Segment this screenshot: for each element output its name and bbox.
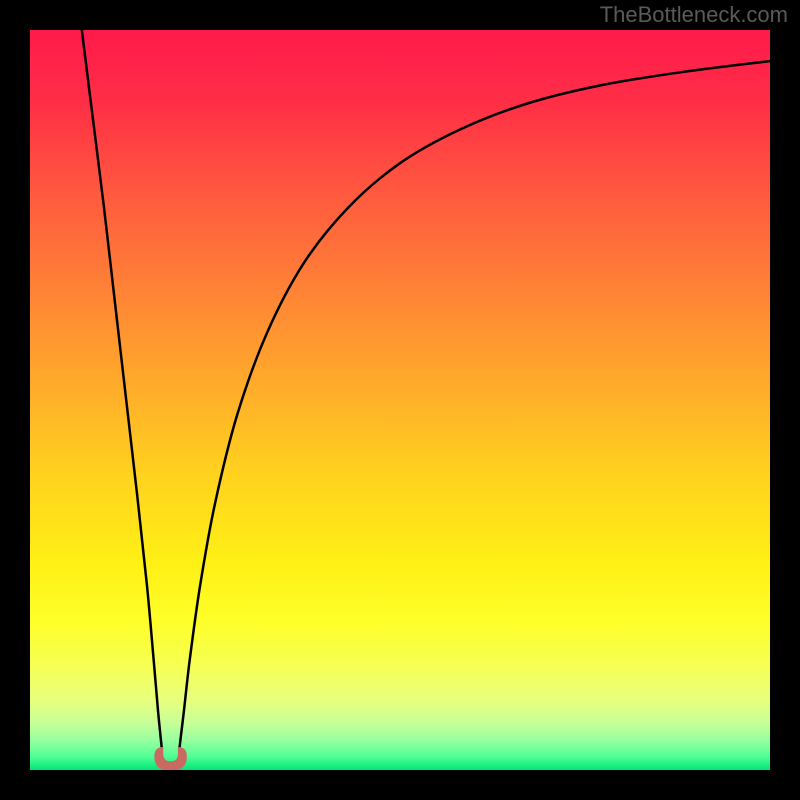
watermark-text: TheBottleneck.com	[600, 2, 788, 28]
chart-background-gradient	[30, 30, 770, 770]
bottleneck-chart	[0, 0, 800, 800]
